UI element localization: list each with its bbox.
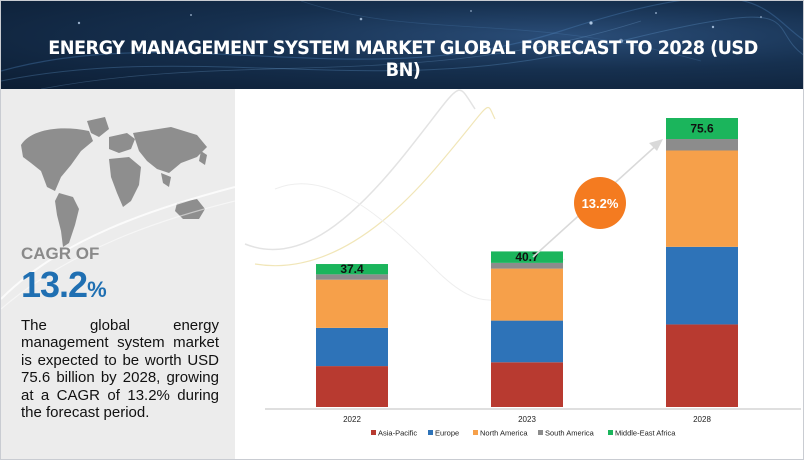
legend: Asia-Pacific Europe North America South Ame… [371, 429, 676, 438]
summary-panel: CAGR OF 13.2% The global energy manageme… [1, 89, 235, 460]
bar-total-label-2028: 75.6 [690, 122, 714, 136]
legend-swatch-asia-pacific [371, 430, 376, 435]
bar-segment-2028-europe [666, 247, 738, 325]
x-tick-label-2022: 2022 [343, 415, 361, 424]
legend-swatch-north-america [473, 430, 478, 435]
legend-label-asia-pacific: Asia-Pacific [378, 429, 417, 438]
bar-segment-2022-asia-pacific [316, 366, 388, 407]
legend-label-south-america: South America [545, 429, 595, 438]
market-description: The global energy management system mark… [21, 317, 219, 421]
bar-segment-2022-north-america [316, 280, 388, 328]
legend-label-europe: Europe [435, 429, 459, 438]
legend-swatch-middle-east-africa [608, 430, 613, 435]
cagr-percent-sign: % [87, 277, 107, 302]
bar-segment-2022-europe [316, 328, 388, 366]
cagr-value: 13.2% [21, 264, 107, 306]
legend-label-north-america: North America [480, 429, 528, 438]
infographic: ENERGY MANAGEMENT SYSTEM MARKET GLOBAL F… [0, 0, 804, 460]
bar-segment-2028-north-america [666, 150, 738, 246]
bar-segment-2023-europe [491, 321, 563, 363]
bar-segment-2028-asia-pacific [666, 324, 738, 407]
legend-label-middle-east-africa: Middle-East Africa [615, 429, 676, 438]
cagr-number: 13.2 [21, 264, 87, 305]
header-banner: ENERGY MANAGEMENT SYSTEM MARKET GLOBAL F… [1, 1, 804, 89]
bar-total-label-2022: 37.4 [340, 262, 364, 276]
cagr-label: CAGR OF [21, 244, 99, 264]
x-tick-label-2023: 2023 [518, 415, 536, 424]
bar-segment-2023-north-america [491, 269, 563, 321]
bar-segment-2023-asia-pacific [491, 362, 563, 407]
legend-swatch-europe [428, 430, 433, 435]
bar-segment-2028-south-america [666, 139, 738, 150]
page-title: ENERGY MANAGEMENT SYSTEM MARKET GLOBAL F… [29, 37, 777, 81]
stacked-bar-chart: 37.4 2022 40.7 2023 75.6 2028 13.2% Asia-Paci… [235, 89, 804, 460]
bar-total-label-2023: 40.7 [515, 250, 539, 264]
x-tick-label-2028: 2028 [693, 415, 711, 424]
cagr-bubble-label: 13.2% [582, 196, 619, 211]
legend-swatch-south-america [538, 430, 543, 435]
